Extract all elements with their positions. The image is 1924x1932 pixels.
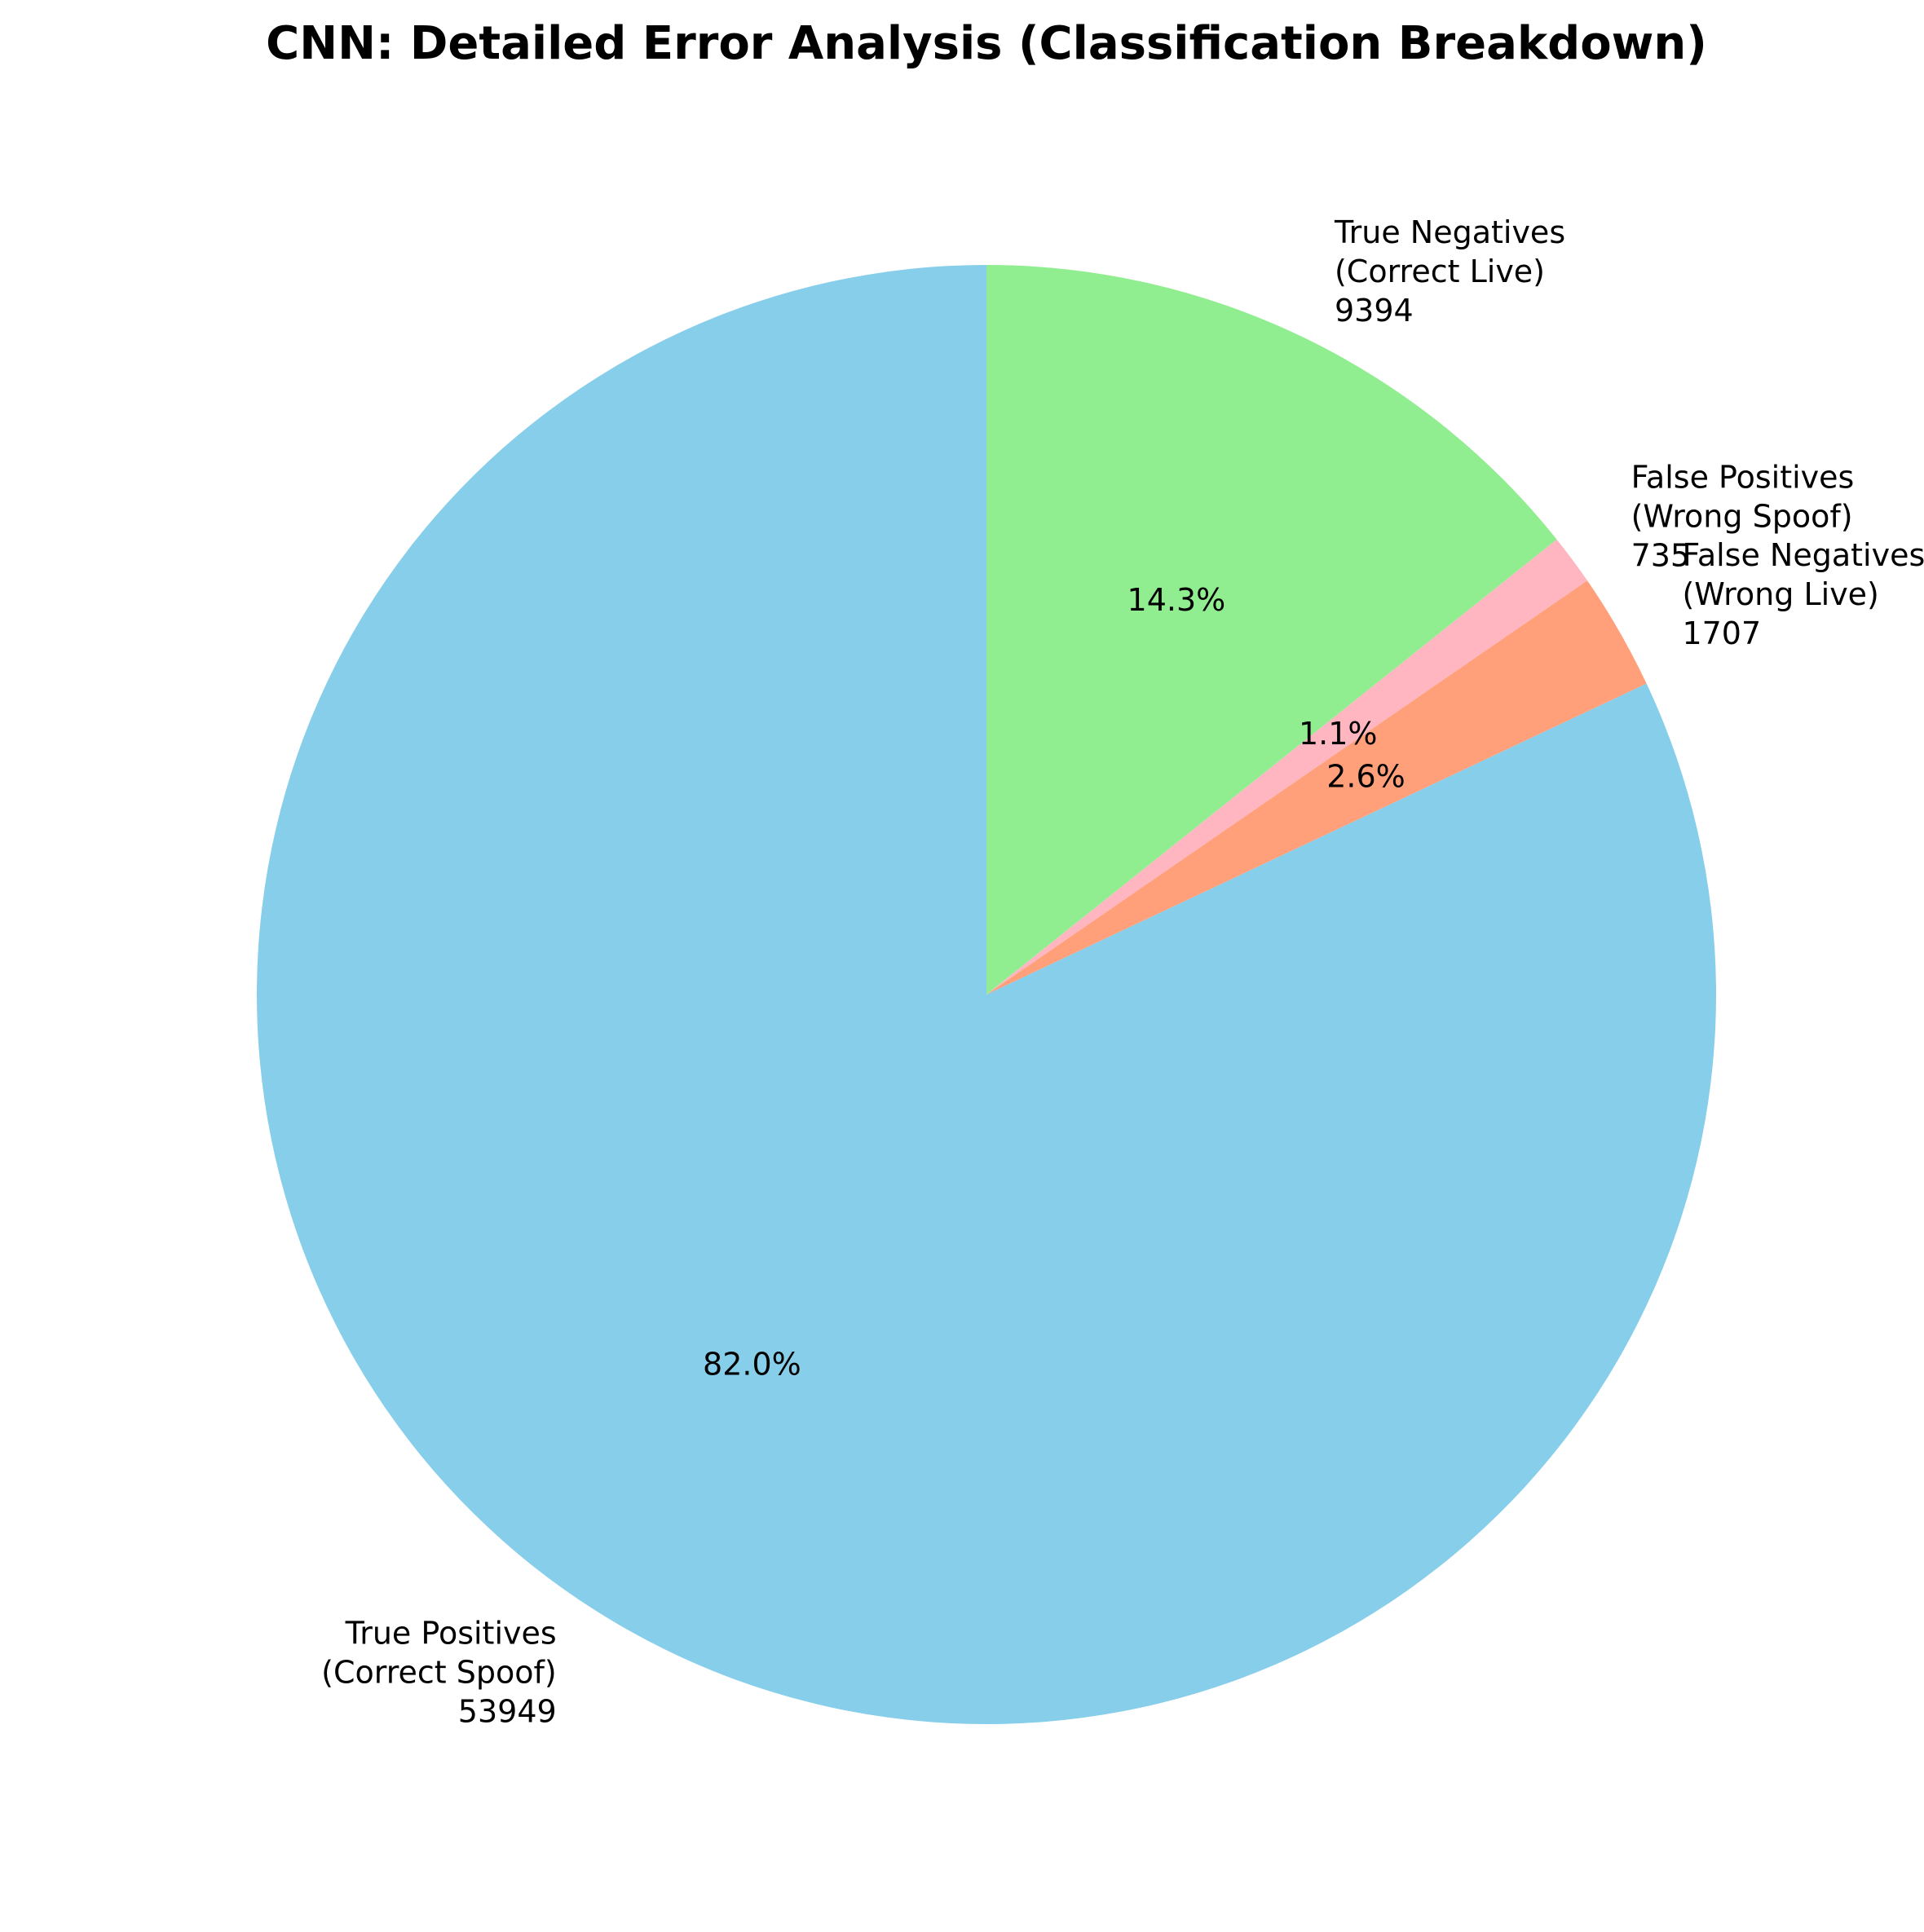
slice-percent-label: 1.1%	[1299, 716, 1378, 752]
slice-category-label: False Positives (Wrong Spoof) 735	[1631, 459, 1855, 573]
slice-false-positives	[986, 539, 1587, 995]
pie-labels: 82.0% True Positives (Correct Spoof) 53949 2…	[321, 214, 1924, 1729]
slice-percent-label: 82.0%	[703, 1346, 801, 1382]
slice-false-negatives	[986, 580, 1647, 995]
pie-slices	[256, 265, 1716, 1724]
slice-true-negatives	[986, 265, 1557, 995]
slice-category-label: True Positives (Correct Spoof) 53949	[321, 1615, 557, 1729]
chart-title: CNN: Detailed Error Analysis (Classifica…	[266, 17, 1707, 70]
slice-category-label: False Negatives (Wrong Live) 1707	[1682, 537, 1924, 651]
slice-category-label: True Negatives (Correct Live) 9394	[1334, 214, 1565, 329]
slice-percent-label: 2.6%	[1326, 758, 1405, 794]
slice-percent-label: 14.3%	[1127, 582, 1226, 618]
